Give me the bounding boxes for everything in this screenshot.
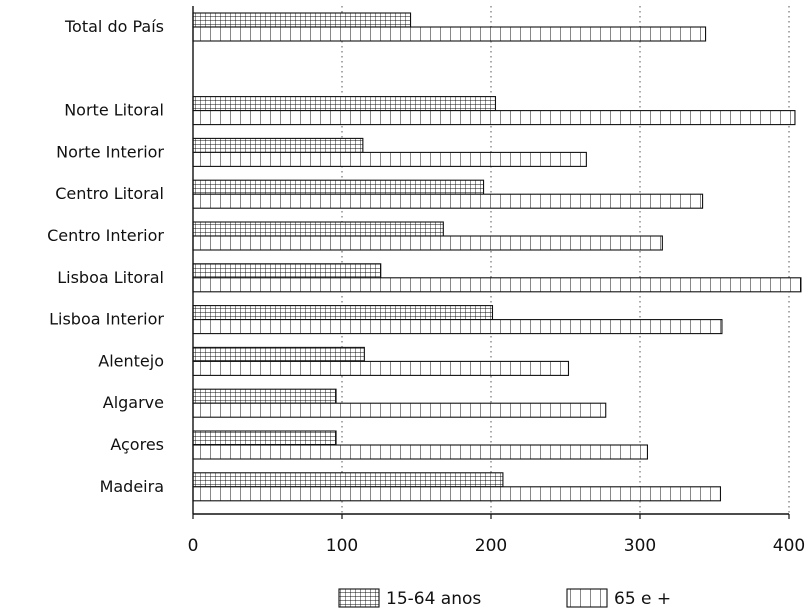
bar-15-64 (192, 263, 382, 279)
category-label: Lisboa Litoral (57, 268, 164, 287)
bar-65-plus (192, 151, 587, 167)
category-label: Total do País (64, 17, 164, 36)
category-labels: Total do País Norte Litoral Norte Interior… (47, 17, 164, 496)
bar-65-plus (192, 402, 607, 418)
bar-65-plus (192, 193, 704, 209)
category-label: Lisboa Interior (49, 310, 164, 329)
category-label: Açores (110, 435, 164, 454)
bar-65-plus (192, 26, 707, 42)
bar-65-plus (192, 319, 723, 335)
category-label: Madeira (100, 477, 164, 496)
legend-swatch-65-plus (566, 588, 608, 608)
x-tick-label: 100 (326, 536, 358, 556)
x-tick-label: 300 (624, 536, 656, 556)
category-label: Norte Interior (56, 142, 164, 161)
category-label: Centro Litoral (55, 184, 164, 203)
legend-label-15-64: 15-64 anos (386, 589, 481, 609)
bar-65-plus (192, 360, 570, 376)
bar-15-64 (192, 430, 337, 446)
bar-65-plus (192, 277, 802, 293)
bars (192, 12, 802, 502)
legend-swatch-15-64 (338, 588, 380, 608)
bar-15-64 (192, 179, 485, 195)
category-label: Algarve (103, 393, 164, 412)
bar-15-64 (192, 388, 337, 404)
bar-15-64 (192, 305, 494, 321)
bar-65-plus (192, 444, 649, 460)
x-axis: 0 100 200 300 400 (188, 6, 805, 556)
legend: 15-64 anos 65 e + (338, 588, 671, 609)
category-label: Norte Litoral (64, 101, 164, 120)
bar-15-64 (192, 12, 412, 28)
bar-15-64 (192, 472, 504, 488)
bar-65-plus (192, 110, 796, 126)
bar-65-plus (192, 235, 663, 251)
legend-label-65-plus: 65 e + (614, 589, 671, 609)
x-tick-label: 0 (188, 536, 199, 556)
bar-15-64 (192, 221, 444, 237)
bar-65-plus (192, 486, 722, 502)
bar-15-64 (192, 96, 497, 112)
category-label: Centro Interior (47, 226, 164, 245)
bar-15-64 (192, 346, 365, 362)
category-label: Alentejo (98, 351, 164, 370)
x-tick-label: 400 (773, 536, 805, 556)
bar-15-64 (192, 137, 364, 153)
x-tick-label: 200 (475, 536, 507, 556)
gridlines (341, 6, 790, 514)
